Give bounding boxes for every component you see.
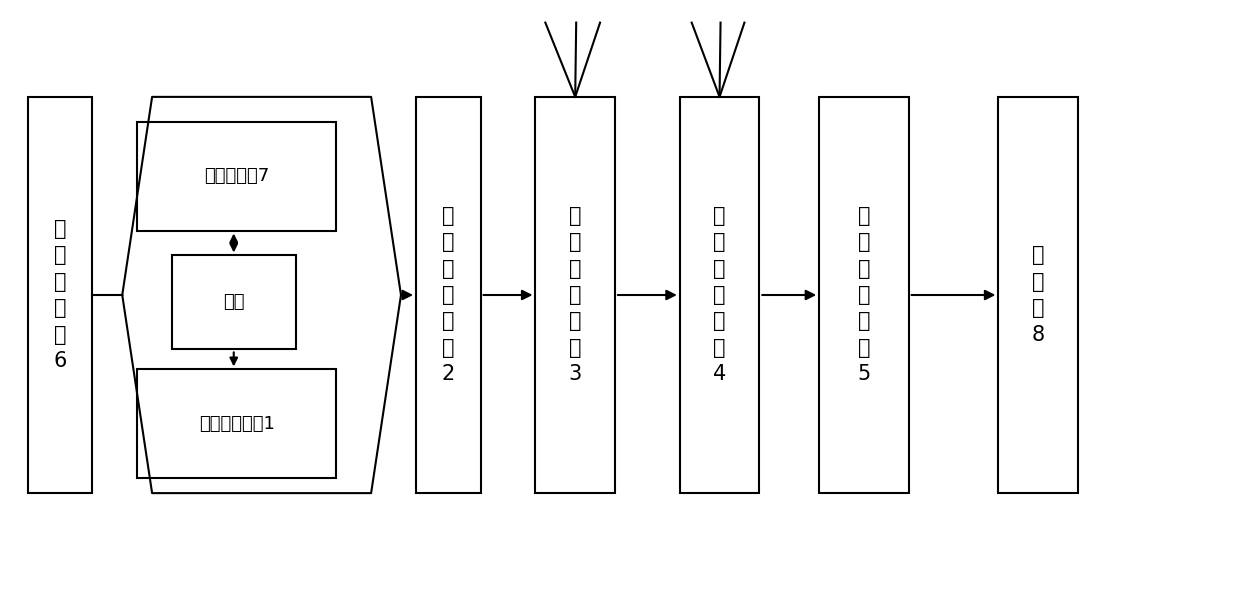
Bar bbox=[172, 255, 296, 349]
Text: 计
算
机
8: 计 算 机 8 bbox=[1032, 245, 1044, 345]
Bar bbox=[820, 97, 909, 493]
Bar bbox=[536, 97, 615, 493]
Bar bbox=[27, 97, 92, 493]
Bar bbox=[415, 97, 481, 493]
Bar bbox=[998, 97, 1078, 493]
Text: 数
据
处
理
模
块
5: 数 据 处 理 模 块 5 bbox=[857, 206, 870, 384]
Bar bbox=[138, 122, 336, 230]
Text: 温度采集模块1: 温度采集模块1 bbox=[198, 415, 275, 433]
Text: 射
频
接
收
模
块
4: 射 频 接 收 模 块 4 bbox=[713, 206, 727, 384]
Text: 数
据
采
集
模
块
2: 数 据 采 集 模 块 2 bbox=[441, 206, 455, 384]
Text: 时钟: 时钟 bbox=[223, 294, 246, 311]
Text: 高
低
温
转
台
6: 高 低 温 转 台 6 bbox=[53, 219, 67, 371]
Text: 硅微陀螺仪7: 硅微陀螺仪7 bbox=[205, 167, 269, 185]
Bar bbox=[138, 369, 336, 478]
Text: 射
频
发
送
模
块
3: 射 频 发 送 模 块 3 bbox=[569, 206, 582, 384]
Bar bbox=[680, 97, 759, 493]
